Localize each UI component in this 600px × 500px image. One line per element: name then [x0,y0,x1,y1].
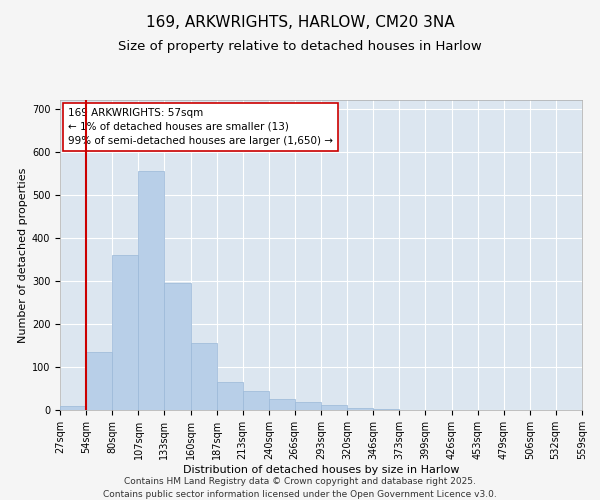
Bar [86,352,112,410]
Bar [347,408,373,410]
Text: Contains HM Land Registry data © Crown copyright and database right 2025.
Contai: Contains HM Land Registry data © Crown c… [103,478,497,499]
Bar [139,171,164,410]
Bar [321,405,347,410]
Bar [60,406,86,410]
Bar [295,402,321,410]
Text: Size of property relative to detached houses in Harlow: Size of property relative to detached ho… [118,40,482,53]
Bar [269,399,295,410]
X-axis label: Distribution of detached houses by size in Harlow: Distribution of detached houses by size … [183,464,459,474]
Text: 169 ARKWRIGHTS: 57sqm
← 1% of detached houses are smaller (13)
99% of semi-detac: 169 ARKWRIGHTS: 57sqm ← 1% of detached h… [68,108,333,146]
Bar [112,255,139,410]
Y-axis label: Number of detached properties: Number of detached properties [17,168,28,342]
Bar [242,390,269,410]
Bar [164,283,191,410]
Bar [373,409,400,410]
Bar [217,382,242,410]
Text: 169, ARKWRIGHTS, HARLOW, CM20 3NA: 169, ARKWRIGHTS, HARLOW, CM20 3NA [146,15,454,30]
Bar [191,344,217,410]
